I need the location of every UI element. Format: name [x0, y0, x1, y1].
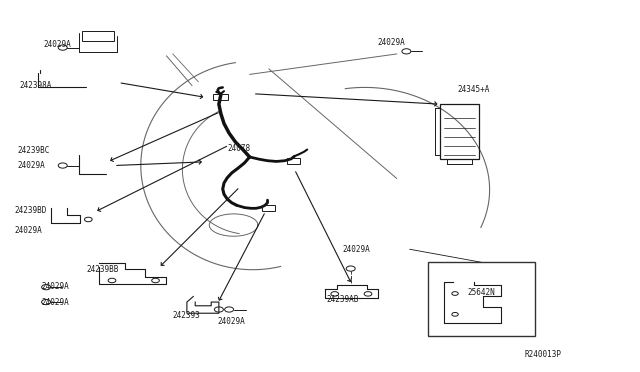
Text: 24029A: 24029A [42, 298, 69, 307]
Text: 24239BC: 24239BC [18, 146, 51, 155]
Text: 24029A: 24029A [44, 40, 71, 49]
Text: 24029A: 24029A [42, 282, 69, 291]
Text: 24239AB: 24239AB [326, 295, 359, 304]
Text: 24029A: 24029A [218, 317, 245, 326]
Text: 242398A: 242398A [19, 81, 52, 90]
Bar [262, 205, 275, 211]
Bar [213, 94, 228, 100]
Text: 24029A: 24029A [378, 38, 405, 47]
Text: 24239BB: 24239BB [86, 265, 119, 274]
Text: 24029A: 24029A [18, 161, 45, 170]
Text: 25642N: 25642N [467, 288, 495, 296]
Text: 24029A: 24029A [14, 226, 42, 235]
Bar [82, 31, 114, 41]
Text: 24239BD: 24239BD [14, 206, 47, 215]
Text: 242393: 242393 [173, 311, 200, 320]
Bar [428, 262, 535, 336]
Bar [440, 104, 479, 159]
Text: 24345+A: 24345+A [458, 85, 490, 94]
Text: 24078: 24078 [227, 144, 250, 153]
Text: 24029A: 24029A [342, 245, 370, 254]
Bar [287, 158, 300, 164]
Text: R240013P: R240013P [525, 350, 562, 359]
